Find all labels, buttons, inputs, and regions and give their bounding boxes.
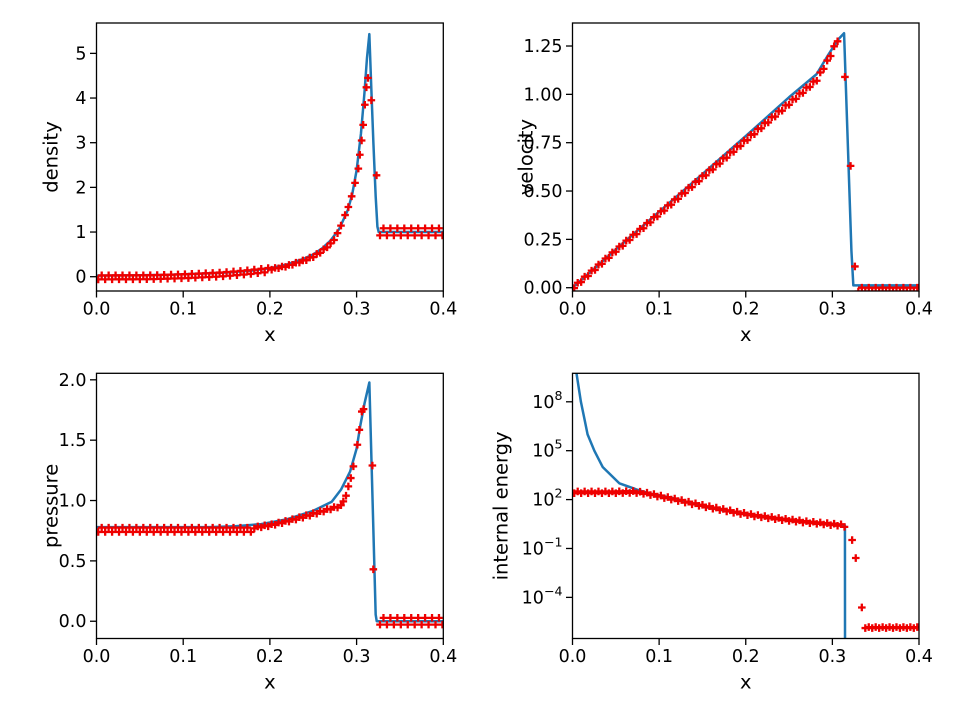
y-tick-label: 2.0 [59, 371, 87, 391]
y-tick-label: 0.75 [524, 134, 563, 154]
subplot-internal-energy: 0.0 0.1 0.2 0.3 0.4 108 105 102 10−1 10−4 x interna… [490, 372, 933, 694]
x-tick-label: 0.2 [256, 300, 284, 320]
axes-spines-velocity [571, 22, 920, 292]
x-tick-label: 0.3 [818, 300, 846, 320]
x-tick-label: 0.3 [818, 647, 846, 667]
subplot-density: 0.0 0.1 0.2 0.3 0.4 0 1 2 3 4 5 x density [40, 22, 457, 346]
chart-markers-pressure [96, 405, 444, 629]
y-tick-label: 2 [75, 178, 86, 198]
x-axis-label-density: x [264, 323, 276, 346]
x-tick-label: 0.3 [343, 300, 371, 320]
y-axis-label-density: density [40, 121, 63, 193]
y-tick-label: 1.00 [524, 85, 563, 105]
x-tick-label: 0.1 [645, 647, 673, 667]
y-tick-label: 3 [75, 134, 86, 154]
y-tick-label: 0 [75, 268, 86, 288]
x-tick-label: 0.3 [343, 647, 371, 667]
x-tick-label: 0.2 [732, 647, 760, 667]
y-tick-label: 102 [532, 486, 562, 511]
x-axis-label-pressure: x [264, 671, 276, 694]
y-tick-label: 0.25 [524, 230, 563, 250]
chart-markers-velocity [572, 37, 919, 291]
x-tick-label: 0.4 [905, 300, 933, 320]
y-tick-label: 5 [75, 44, 86, 64]
x-axis-label-velocity: x [740, 323, 752, 346]
x-tick-label: 0.4 [429, 647, 457, 667]
y-axis-label-velocity: velocity [515, 119, 538, 195]
chart-line-velocity [572, 32, 919, 289]
axes-spines-density [95, 22, 444, 292]
x-tick-label: 0.0 [83, 647, 111, 667]
x-tick-label: 0.4 [429, 300, 457, 320]
x-tick-label: 0.0 [83, 300, 111, 320]
x-tick-label: 0.0 [559, 647, 587, 667]
chart-line-density [96, 32, 444, 277]
subplot-pressure: 0.0 0.1 0.2 0.3 0.4 0.0 0.5 1.0 1.5 2.0 x pressure [40, 371, 458, 694]
y-tick-label: 4 [75, 89, 86, 109]
y-axis-label-pressure: pressure [40, 464, 63, 548]
chart-markers-internal-energy [572, 487, 919, 632]
x-tick-label: 0.2 [732, 300, 760, 320]
y-tick-label: 1.0 [59, 492, 87, 512]
y-tick-label: 105 [532, 437, 562, 462]
chart-line-pressure [96, 381, 444, 623]
y-tick-label: 10−1 [522, 534, 563, 559]
x-axis-label-internal-energy: x [740, 671, 752, 694]
y-tick-label: 10−4 [522, 583, 563, 608]
y-tick-label: 1.25 [524, 37, 563, 57]
x-tick-label: 0.2 [256, 647, 284, 667]
x-tick-label: 0.0 [559, 300, 587, 320]
x-tick-label: 0.1 [169, 300, 197, 320]
chart-markers-density [96, 74, 444, 284]
y-tick-label: 0.0 [59, 612, 87, 632]
axes-spines-internal-energy [571, 372, 920, 640]
y-tick-label: 0.5 [59, 552, 87, 572]
y-axis-label-internal-energy: internal energy [490, 431, 513, 580]
y-tick-label: 0.50 [524, 182, 563, 202]
y-tick-label: 0.00 [524, 279, 563, 299]
axes-spines-pressure [95, 372, 444, 640]
x-tick-label: 0.4 [905, 647, 933, 667]
subplot-velocity: 0.0 0.1 0.2 0.3 0.4 0.00 0.25 0.50 0.75 1.00 1.25 x… [515, 22, 933, 346]
x-tick-label: 0.1 [645, 300, 673, 320]
y-tick-label: 108 [532, 388, 562, 413]
y-tick-label: 1.5 [59, 431, 87, 451]
y-tick-label: 1 [75, 223, 86, 243]
x-tick-label: 0.1 [169, 647, 197, 667]
